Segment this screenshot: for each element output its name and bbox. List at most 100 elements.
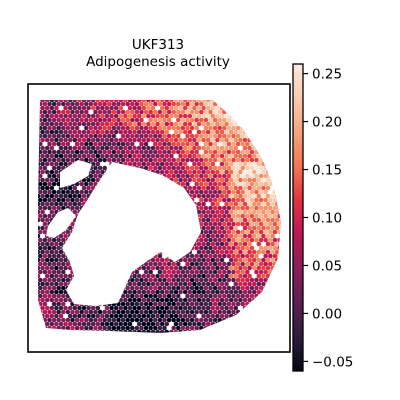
spot — [77, 153, 82, 159]
spot — [95, 321, 101, 327]
spot — [238, 241, 243, 247]
spot — [189, 141, 195, 147]
spot — [240, 173, 245, 179]
spot — [192, 177, 197, 183]
spot — [265, 217, 271, 223]
spot — [258, 197, 264, 203]
spot — [123, 289, 128, 295]
spot — [240, 165, 245, 171]
spot — [90, 121, 96, 127]
spot — [261, 161, 266, 167]
spot — [256, 129, 262, 135]
spot — [240, 293, 245, 299]
spot — [185, 165, 190, 171]
spot — [63, 185, 68, 191]
spot — [72, 137, 78, 143]
spot — [196, 177, 202, 183]
spot — [247, 121, 252, 127]
spot — [86, 105, 91, 111]
spot — [54, 153, 59, 159]
spot — [42, 261, 48, 267]
spot — [222, 101, 227, 107]
spot — [217, 269, 222, 275]
spot — [226, 261, 232, 267]
spot — [74, 149, 80, 155]
spot — [274, 137, 280, 143]
spot — [265, 100, 271, 103]
spot — [233, 281, 239, 287]
spot — [72, 105, 78, 111]
spot — [199, 189, 204, 195]
spot — [261, 217, 266, 223]
spot — [196, 249, 202, 255]
spot — [150, 321, 156, 327]
spot — [205, 241, 211, 247]
spot — [81, 121, 87, 127]
spot — [42, 189, 48, 195]
spot — [203, 277, 209, 283]
spot — [159, 129, 165, 135]
spot — [222, 253, 227, 259]
spot — [169, 137, 174, 143]
spot — [51, 157, 57, 163]
spot — [176, 141, 181, 147]
spot — [54, 313, 59, 319]
spot — [203, 245, 209, 251]
spot — [47, 205, 52, 211]
spot — [159, 100, 165, 103]
spot — [136, 329, 142, 333]
spot — [245, 101, 250, 107]
spot — [240, 269, 245, 275]
spot — [38, 313, 41, 319]
spot — [157, 277, 163, 283]
spot — [58, 273, 64, 279]
spot — [40, 321, 45, 327]
spot — [84, 117, 89, 123]
spot — [155, 321, 160, 327]
spot — [254, 149, 259, 155]
spot — [256, 121, 262, 127]
spot — [123, 129, 128, 135]
spot — [187, 169, 193, 175]
spot — [77, 113, 82, 119]
spot — [49, 193, 55, 199]
spot — [176, 301, 181, 307]
spot — [47, 101, 52, 107]
spot — [201, 177, 206, 183]
spot — [51, 117, 57, 123]
spot — [270, 201, 275, 207]
spot — [258, 325, 264, 331]
spot — [205, 305, 211, 311]
spot — [249, 141, 255, 147]
spot — [86, 305, 91, 311]
spot — [65, 117, 71, 123]
spot — [247, 289, 252, 295]
spot — [217, 205, 222, 211]
spot — [226, 237, 232, 243]
spot — [164, 257, 170, 263]
spot — [279, 209, 281, 215]
spot — [176, 317, 181, 323]
spot — [222, 325, 227, 331]
spot — [51, 125, 57, 131]
spot — [95, 153, 101, 159]
spot — [74, 309, 80, 315]
spot — [65, 101, 71, 107]
spot — [56, 125, 61, 131]
spot — [222, 133, 227, 139]
spot — [97, 101, 103, 107]
spot — [182, 313, 188, 319]
spot — [235, 149, 241, 155]
spot — [189, 125, 195, 131]
spot — [56, 253, 61, 259]
spot — [249, 133, 255, 139]
spot — [61, 109, 66, 115]
spot — [233, 153, 239, 159]
spot — [67, 105, 73, 111]
spot — [109, 305, 114, 311]
spot — [199, 181, 204, 187]
spot — [270, 177, 275, 183]
spot — [205, 129, 211, 135]
spot — [196, 297, 202, 303]
spot — [208, 245, 213, 251]
